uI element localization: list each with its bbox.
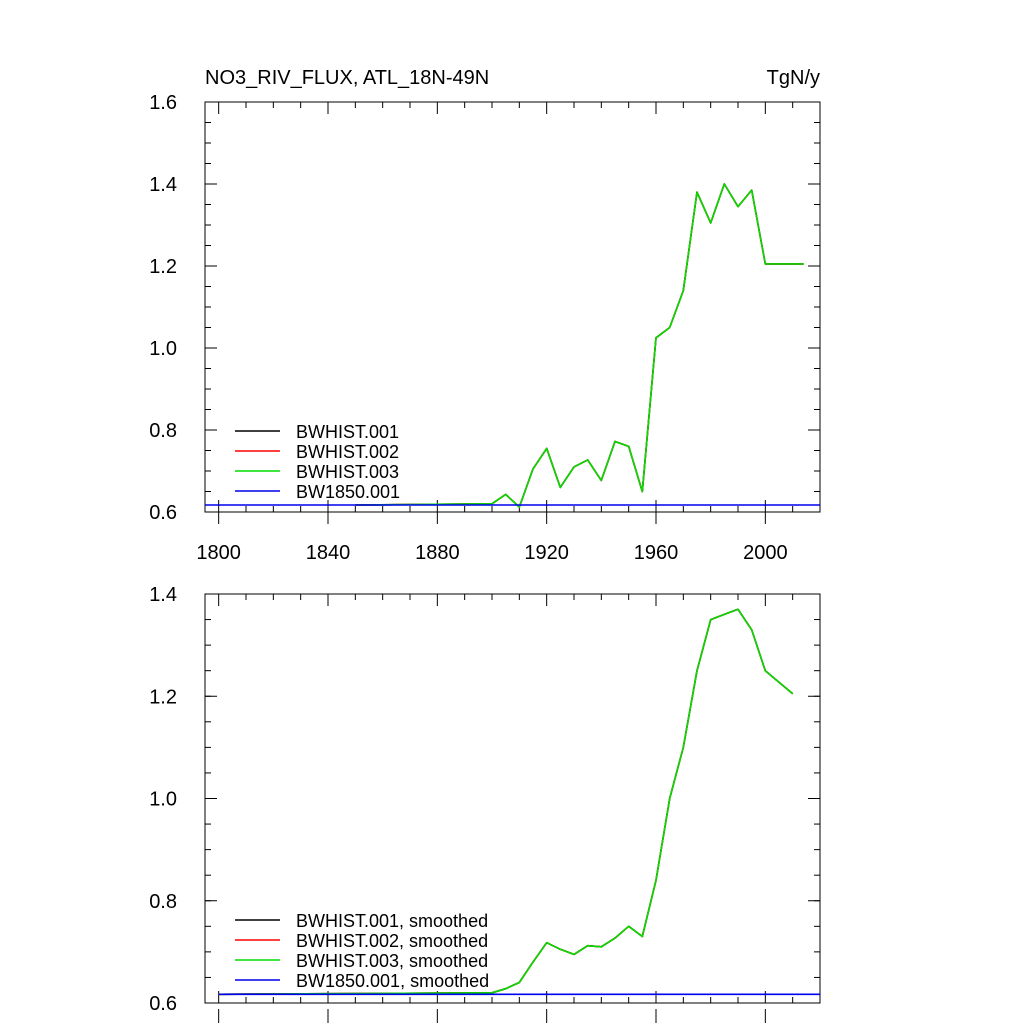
series-line-2 — [355, 183, 804, 508]
units-label: TgN/y — [767, 67, 820, 89]
legend-label-4: BW1850.001, smoothed — [296, 971, 489, 991]
x-tick-label: 1880 — [415, 542, 460, 564]
legend-label-3: BWHIST.003 — [296, 462, 399, 482]
y-tick-label: 1.2 — [149, 686, 177, 708]
legend-label-2: BWHIST.002, smoothed — [296, 931, 488, 951]
series-line-3 — [218, 608, 794, 996]
x-tick-label: 1920 — [524, 542, 569, 564]
x-tick-label: 1840 — [306, 542, 351, 564]
y-tick-label: 0.8 — [149, 891, 177, 913]
y-tick-label: 1.4 — [149, 174, 177, 196]
x-tick-label: 2000 — [743, 542, 788, 564]
legend-label-1: BWHIST.001, smoothed — [296, 911, 488, 931]
x-tick-label: 1960 — [634, 542, 679, 564]
legend-label-3: BWHIST.003, smoothed — [296, 951, 488, 971]
legend-label-4: BW1850.001 — [296, 482, 400, 502]
y-tick-label: 0.6 — [149, 993, 177, 1015]
y-tick-label: 1.2 — [149, 256, 177, 278]
series-line-1 — [355, 183, 804, 508]
chart-title: NO3_RIV_FLUX, ATL_18N-49N — [205, 67, 489, 89]
legend-label-2: BWHIST.002 — [296, 442, 399, 462]
y-tick-label: 1.0 — [149, 789, 177, 811]
chart-panel-1: 0.6 0.8 1.0 1.2 1.4 1.6 1800 1840 1880 1920 1960 20… — [149, 67, 821, 564]
x-tick-label: 1800 — [196, 542, 241, 564]
y-tick-label: 0.8 — [149, 420, 177, 442]
y-tick-label: 0.6 — [149, 502, 177, 524]
y-tick-label: 1.0 — [149, 338, 177, 360]
series-line-3 — [355, 183, 804, 508]
y-tick-label: 1.4 — [149, 584, 177, 606]
legend-label-1: BWHIST.001 — [296, 422, 399, 442]
y-tick-label: 1.6 — [149, 92, 177, 114]
